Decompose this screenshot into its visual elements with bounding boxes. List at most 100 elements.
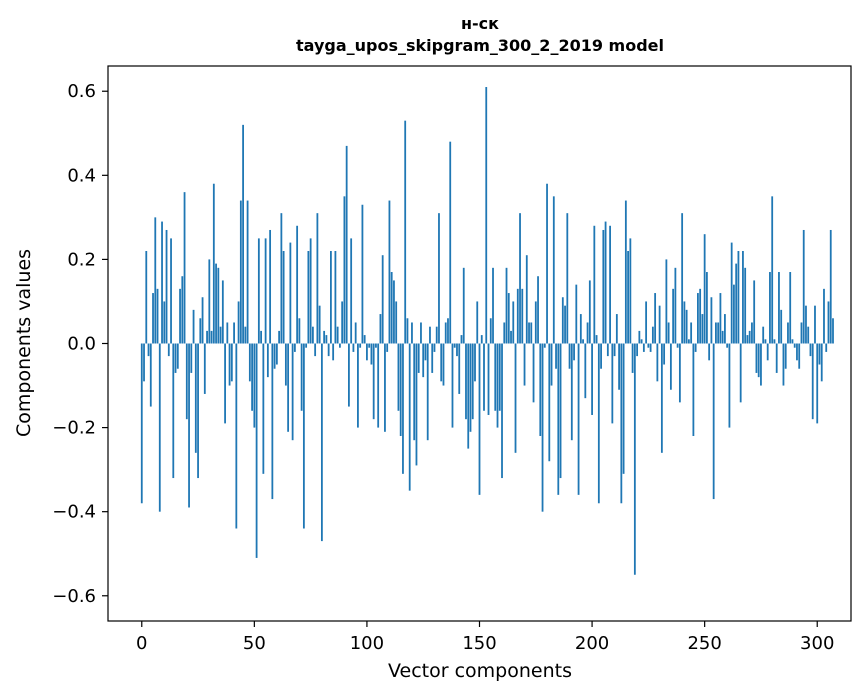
bar: [579, 314, 582, 344]
bar: [669, 343, 672, 390]
bar: [829, 229, 832, 344]
bar: [613, 343, 616, 357]
bar: [485, 87, 488, 344]
bar: [456, 343, 458, 357]
bar: [649, 343, 652, 352]
bar: [631, 343, 634, 373]
bar: [656, 343, 659, 382]
bar: [206, 330, 208, 344]
bar: [746, 335, 749, 344]
bar: [361, 204, 364, 344]
bar: [816, 343, 819, 424]
chart-subtitle: tayga_upos_skipgram_300_2_2019 model: [296, 36, 664, 55]
bar: [667, 322, 670, 344]
bar: [615, 314, 618, 344]
bar: [624, 200, 627, 344]
bar: [352, 343, 355, 352]
bar: [730, 242, 733, 344]
bar: [782, 343, 785, 386]
bar: [721, 330, 724, 344]
bar: [818, 343, 821, 365]
x-tick-label: 0: [136, 633, 147, 654]
bar: [158, 343, 161, 512]
bar: [753, 280, 756, 344]
bar: [354, 322, 357, 344]
bar: [170, 238, 172, 344]
bar: [584, 343, 587, 399]
bar: [233, 322, 235, 344]
bar: [640, 339, 643, 344]
bar: [314, 343, 317, 357]
bar: [316, 213, 319, 344]
x-axis: 0 50 100 150 200 250 300: [136, 621, 834, 654]
bar: [453, 343, 456, 348]
bar: [174, 343, 177, 373]
x-tick-label: 200: [575, 633, 609, 654]
bar: [262, 343, 265, 474]
bar: [564, 305, 566, 344]
bar: [609, 225, 611, 344]
bar: [660, 343, 663, 453]
bar: [811, 343, 814, 420]
bar: [478, 343, 481, 495]
bar: [165, 229, 168, 344]
bar: [140, 343, 143, 504]
bar: [663, 343, 666, 365]
bar: [201, 297, 204, 344]
bar: [523, 343, 526, 386]
bar: [242, 124, 244, 344]
bar: [471, 343, 474, 420]
bar: [420, 322, 422, 344]
bar: [757, 343, 760, 378]
bar: [586, 322, 589, 344]
bar: [370, 343, 373, 365]
bar: [647, 343, 650, 348]
bar: [264, 238, 267, 344]
y-tick-label: 0.4: [67, 165, 96, 186]
bar: [296, 225, 299, 344]
bar: [246, 200, 249, 344]
bar: [724, 314, 726, 344]
bar: [622, 343, 625, 474]
bar: [194, 343, 197, 453]
bar: [546, 183, 548, 344]
bar: [311, 326, 314, 344]
bar: [413, 343, 416, 441]
y-tick-label: −0.2: [52, 418, 96, 439]
bar: [769, 272, 771, 344]
bar: [728, 343, 731, 428]
y-tick-label: 0.0: [67, 334, 96, 355]
bar: [152, 293, 154, 344]
bar: [699, 288, 702, 344]
bar: [375, 343, 377, 348]
bar: [278, 330, 281, 344]
bar: [694, 343, 697, 352]
bar: [555, 343, 557, 369]
bar: [230, 343, 233, 382]
bar: [514, 343, 517, 453]
bar: [426, 343, 429, 441]
bar: [334, 251, 337, 344]
bar: [505, 267, 508, 344]
bar: [217, 267, 220, 344]
bar: [771, 196, 774, 344]
bar: [620, 343, 623, 504]
bar-series: [140, 87, 834, 575]
bar: [796, 343, 798, 361]
bar: [273, 343, 276, 369]
bar: [226, 322, 229, 344]
bar: [764, 339, 767, 344]
bar: [332, 343, 335, 361]
bar: [417, 343, 420, 373]
bar: [577, 343, 580, 495]
bar: [593, 225, 596, 344]
bar: [710, 297, 713, 344]
bar: [190, 343, 193, 373]
bar: [393, 280, 395, 344]
bar: [541, 343, 544, 512]
bar: [766, 343, 769, 361]
bar: [480, 335, 483, 344]
bar: [442, 343, 445, 386]
bar: [773, 339, 776, 344]
bar: [161, 221, 163, 344]
